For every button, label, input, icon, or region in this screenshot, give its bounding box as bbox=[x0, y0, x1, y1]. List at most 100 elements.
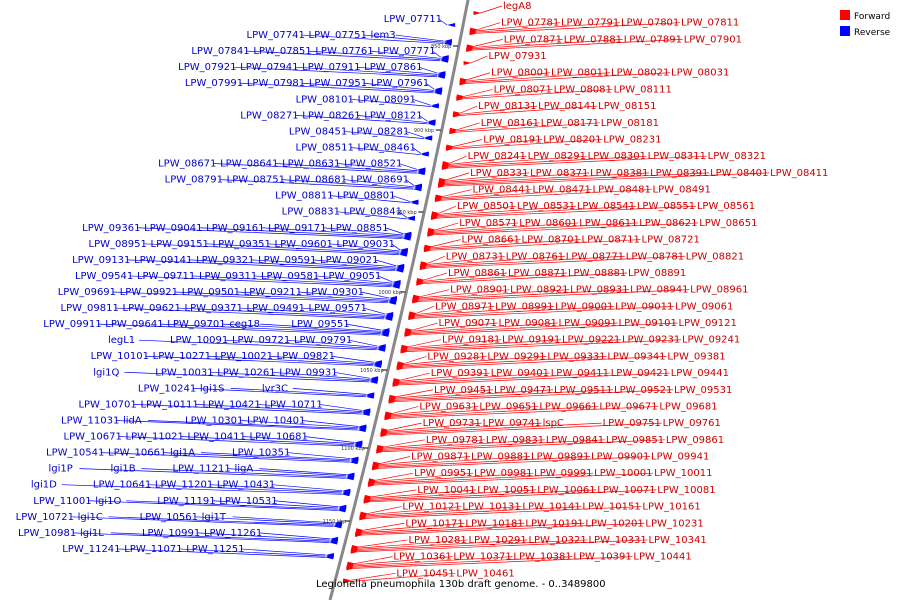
reverse-gene-arrow bbox=[376, 347, 385, 352]
forward-gene-arrow bbox=[456, 96, 465, 101]
forward-leader-line bbox=[367, 506, 462, 516]
reverse-gene-label: LPW_10111 bbox=[140, 399, 198, 410]
forward-gene-label: LPW_09631 bbox=[419, 401, 477, 412]
reverse-leader-line bbox=[88, 500, 338, 511]
reverse-leader-line bbox=[236, 291, 389, 301]
reverse-gene-label: LPW_11241 bbox=[62, 544, 120, 555]
forward-leader-line bbox=[452, 139, 603, 150]
forward-leader-line bbox=[370, 489, 657, 503]
forward-gene-label: LPW_09401 bbox=[491, 368, 549, 379]
reverse-gene-label: LPW_10641 bbox=[93, 480, 151, 491]
forward-leader-line bbox=[371, 489, 417, 498]
reverse-gene-label: LPW_07951 bbox=[309, 78, 367, 89]
forward-leader-line bbox=[370, 489, 597, 501]
reverse-gene-arrow bbox=[443, 41, 452, 46]
reverse-gene-label: LPW_09161 bbox=[206, 223, 264, 234]
reverse-leader-line bbox=[239, 82, 434, 94]
forward-gene-arrow bbox=[459, 81, 468, 86]
forward-gene-label: LPW_08301 bbox=[588, 151, 646, 162]
forward-gene-label: LPW_08561 bbox=[697, 201, 755, 212]
forward-gene-arrow bbox=[452, 113, 461, 118]
reverse-leader-line bbox=[241, 548, 326, 556]
forward-gene-arrow bbox=[445, 146, 454, 151]
forward-gene-label: LPW_08861 bbox=[448, 268, 506, 279]
reverse-gene-label: LPW_08511 bbox=[296, 142, 354, 153]
forward-leader-line bbox=[431, 239, 521, 249]
reverse-gene-arrow bbox=[341, 492, 350, 497]
reverse-leader-line bbox=[129, 275, 392, 288]
reverse-gene-label: LPW_07941 bbox=[240, 62, 298, 73]
forward-gene-label: LPW_08611 bbox=[579, 218, 637, 229]
forward-leader-line bbox=[388, 422, 422, 431]
forward-gene-label: LPW_09901 bbox=[591, 452, 649, 463]
reverse-gene-arrow bbox=[427, 121, 436, 126]
reverse-gene-label: LPW_10701 bbox=[78, 399, 136, 410]
reverse-gene-label: LPW_07761 bbox=[315, 46, 373, 57]
reverse-gene-label: LPW_09211 bbox=[244, 287, 302, 298]
forward-gene-arrow bbox=[441, 165, 450, 170]
forward-leader-line bbox=[407, 339, 621, 351]
forward-leader-line bbox=[419, 289, 510, 299]
reverse-leader-line bbox=[363, 34, 444, 43]
reverse-gene-arrow bbox=[337, 508, 346, 513]
forward-leader-line bbox=[375, 472, 594, 485]
reverse-leader-line bbox=[222, 323, 381, 333]
reverse-leader-line bbox=[271, 484, 343, 492]
forward-gene-label: LPW_08131 bbox=[478, 101, 536, 112]
forward-leader-line bbox=[456, 122, 480, 131]
forward-gene-label: LPW_08491 bbox=[653, 185, 711, 196]
forward-gene-label: LPW_08771 bbox=[566, 251, 624, 262]
forward-gene-label: LPW_08191 bbox=[483, 134, 541, 145]
forward-gene-arrow bbox=[466, 47, 475, 52]
reverse-leader-line bbox=[261, 227, 403, 237]
forward-gene-label: LPW_08891 bbox=[628, 268, 686, 279]
reverse-gene-label: LPW_08101 bbox=[296, 94, 354, 105]
reverse-gene-label: ceg18 bbox=[229, 319, 260, 330]
forward-leader-line bbox=[367, 506, 402, 514]
forward-gene-arrow bbox=[363, 499, 372, 504]
forward-leader-line bbox=[358, 539, 408, 548]
forward-gene-label: LPW_08711 bbox=[582, 235, 640, 246]
forward-leader-line bbox=[412, 322, 498, 332]
forward-leader-line bbox=[416, 305, 495, 315]
reverse-gene-label: LPW_07961 bbox=[371, 78, 429, 89]
reverse-leader-line bbox=[115, 307, 385, 320]
forward-leader-line bbox=[466, 72, 611, 83]
forward-gene-label: LPW_08761 bbox=[506, 251, 564, 262]
reverse-gene-label: lgi1D bbox=[31, 480, 57, 491]
reverse-gene-label: LPW_10241 bbox=[138, 383, 196, 394]
forward-leader-line bbox=[358, 539, 588, 551]
reverse-leader-line bbox=[313, 259, 397, 268]
reverse-gene-label: lgi1T bbox=[202, 512, 227, 523]
reverse-leader-line bbox=[329, 243, 400, 252]
reverse-leader-line bbox=[281, 179, 414, 189]
forward-leader-line bbox=[403, 356, 607, 368]
forward-leader-line bbox=[387, 422, 602, 435]
reverse-gene-label: LPW_08831 bbox=[282, 207, 340, 218]
forward-leader-line bbox=[442, 189, 592, 200]
forward-leader-line bbox=[435, 222, 519, 232]
forward-gene-label: LPW_10121 bbox=[402, 502, 460, 513]
forward-gene-label: legA8 bbox=[503, 1, 531, 12]
reverse-gene-label: LPW_07911 bbox=[302, 62, 360, 73]
reverse-gene-label: LPW_09031 bbox=[337, 239, 395, 250]
reverse-leader-line bbox=[350, 147, 421, 156]
forward-gene-label: LPW_10041 bbox=[417, 485, 475, 496]
forward-leader-line bbox=[449, 155, 647, 168]
forward-leader-line bbox=[476, 22, 681, 34]
reverse-gene-label: lgi1O bbox=[95, 496, 121, 507]
forward-gene-arrow bbox=[359, 516, 368, 521]
forward-leader-line bbox=[415, 305, 675, 319]
forward-leader-line bbox=[383, 439, 545, 450]
reverse-leader-line bbox=[195, 404, 362, 414]
reverse-gene-arrow bbox=[357, 428, 366, 433]
forward-leader-line bbox=[392, 406, 419, 414]
reverse-gene-arrow bbox=[365, 394, 374, 399]
forward-gene-label: LPW_09531 bbox=[674, 385, 732, 396]
reverse-gene-arrow bbox=[433, 90, 442, 95]
forward-gene-label: LPW_08931 bbox=[570, 285, 628, 296]
reverse-leader-line bbox=[301, 34, 444, 44]
reverse-gene-label: LPW_09371 bbox=[185, 303, 243, 314]
reverse-leader-line bbox=[233, 66, 437, 78]
